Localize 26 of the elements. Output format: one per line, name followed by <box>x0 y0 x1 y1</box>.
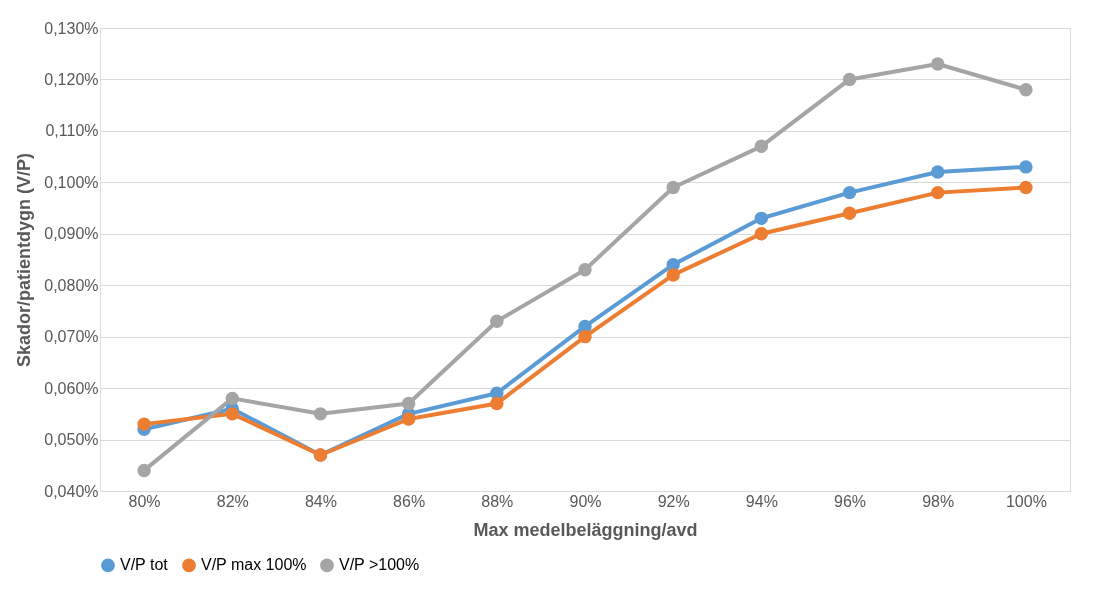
x-axis-title: Max medelbeläggning/avd <box>473 519 698 540</box>
x-tick-label: 80% <box>128 492 161 510</box>
x-tick-label: 100% <box>1005 492 1047 510</box>
x-tick-label: 88% <box>481 492 514 510</box>
legend-label: V/P tot <box>120 556 169 574</box>
x-tick-label: 82% <box>216 492 249 510</box>
y-tick-label: 0,130% <box>44 19 99 37</box>
x-tick-label: 84% <box>304 492 337 510</box>
x-tick-label: 96% <box>834 492 867 510</box>
y-tick-label: 0,070% <box>44 328 99 346</box>
x-tick-label: 90% <box>569 492 602 510</box>
y-tick-label: 0,050% <box>44 431 99 449</box>
legend-label: V/P max 100% <box>201 556 307 574</box>
y-tick-label: 0,110% <box>45 122 99 140</box>
y-tick-label: 0,090% <box>44 225 99 243</box>
x-tick-label: 92% <box>657 492 690 510</box>
y-tick-label: 0,080% <box>44 276 99 294</box>
y-tick-label: 0,120% <box>44 70 99 88</box>
y-tick-label: 0,100% <box>44 173 99 191</box>
y-axis-title: Skador/patientdygn (V/P) <box>14 152 35 368</box>
x-tick-label: 94% <box>745 492 778 510</box>
y-tick-label: 0,060% <box>44 379 99 397</box>
x-tick-label: 98% <box>922 492 955 510</box>
legend-label: V/P >100% <box>339 556 420 574</box>
x-tick-label: 86% <box>393 492 426 510</box>
y-tick-label: 0,040% <box>44 482 99 500</box>
